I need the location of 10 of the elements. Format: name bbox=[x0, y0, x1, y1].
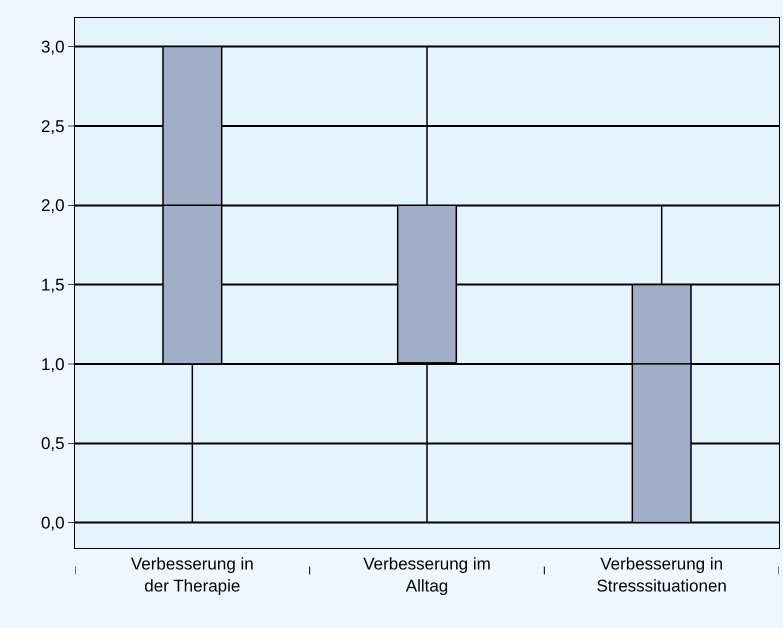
y-tick-label: 2,0 bbox=[40, 196, 65, 216]
y-tick-label: 0,0 bbox=[40, 514, 65, 533]
y-tick-label: 2,5 bbox=[40, 116, 65, 136]
y-tick-label: 1,0 bbox=[40, 354, 65, 374]
x-tick-label: Verbesserung im Alltag bbox=[363, 554, 491, 596]
y-tick-label: 1,5 bbox=[40, 276, 65, 295]
y-tick-label: 0,5 bbox=[40, 434, 65, 454]
x-tick-label: Verbesserung in Stresssituationen bbox=[596, 554, 727, 596]
y-tick-label: 3,0 bbox=[40, 38, 65, 57]
x-tick-label: Verbesserung in der Therapie bbox=[130, 554, 254, 596]
